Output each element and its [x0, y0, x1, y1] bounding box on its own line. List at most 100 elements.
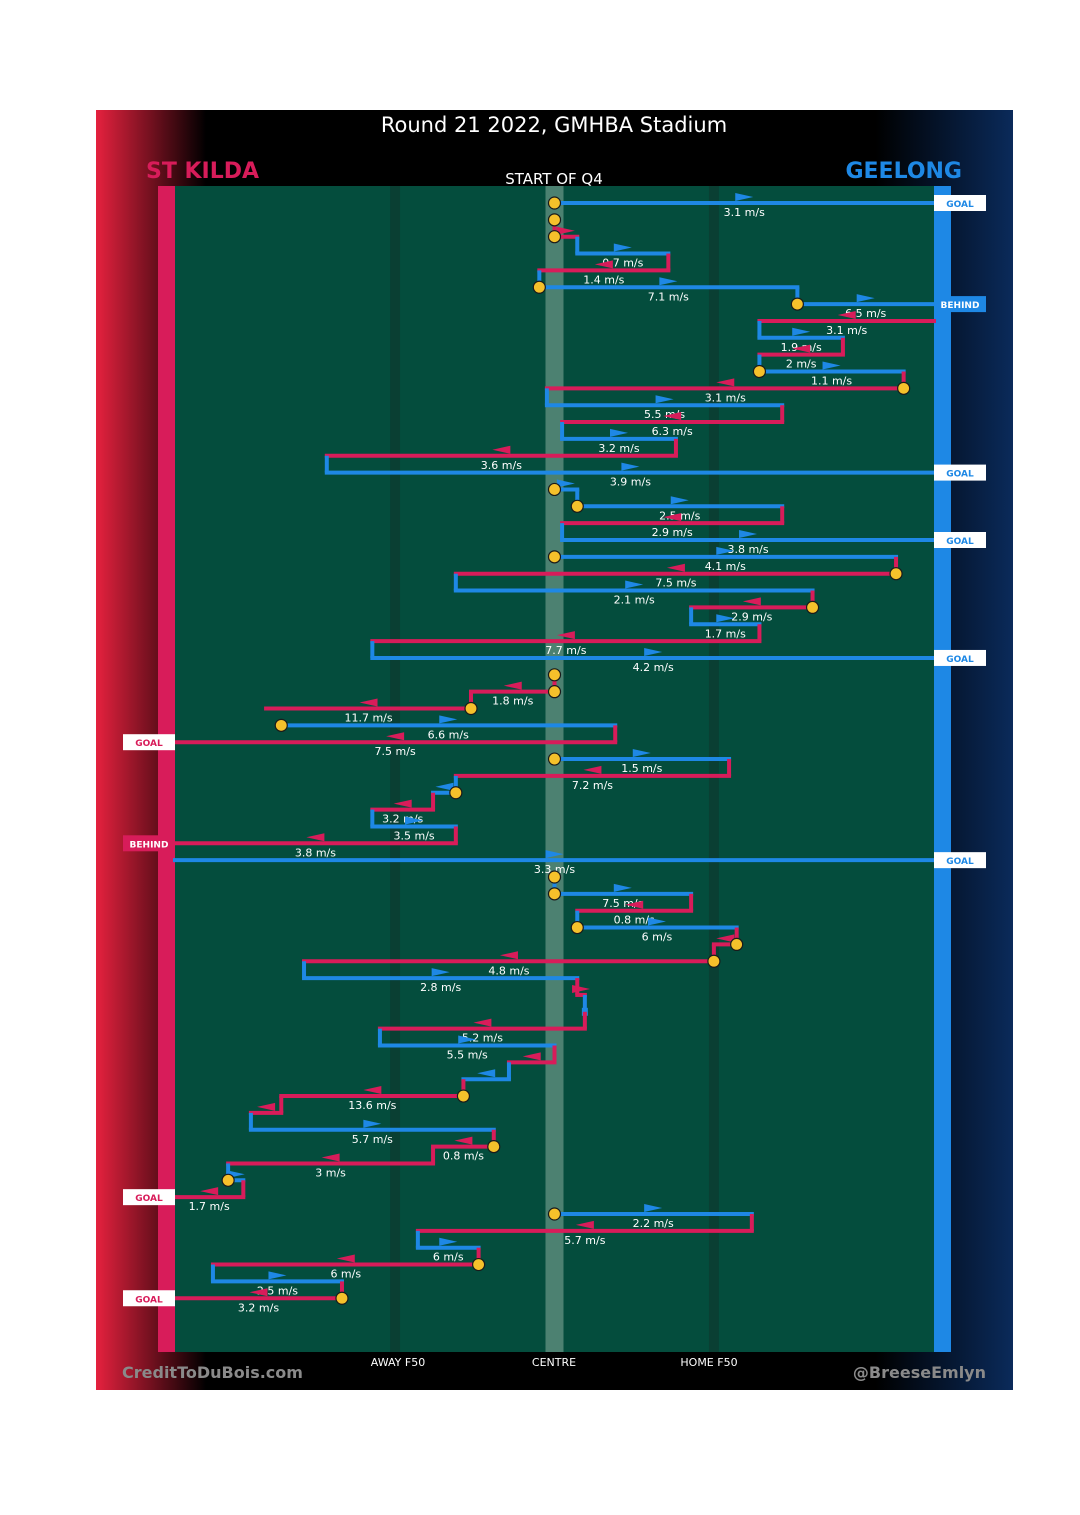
ball-up-marker — [730, 937, 744, 952]
ball-up-marker — [487, 1139, 501, 1154]
chain-arrow — [655, 395, 674, 404]
chain-arrow — [610, 428, 629, 437]
speed-label: 1.8 m/s — [492, 695, 533, 708]
chain-arrow — [405, 816, 424, 825]
speed-label: 4.8 m/s — [488, 964, 529, 977]
result-badge-label: GOAL — [946, 857, 974, 867]
chain-arrow — [594, 260, 613, 269]
geelong-goal-line — [934, 186, 951, 1352]
result-badge — [934, 195, 986, 211]
speed-label: 3.1 m/s — [705, 391, 746, 404]
chain-arrow — [572, 984, 591, 993]
ball-up-marker — [547, 752, 562, 766]
chain-arrow — [856, 294, 875, 303]
speed-label: 3.2 m/s — [238, 1301, 279, 1314]
chain-arrow — [663, 513, 682, 522]
chain-arrow — [435, 782, 454, 791]
chain-arrow — [644, 1204, 663, 1212]
result-badge-label: GOAL — [135, 739, 163, 749]
chain-arrow — [792, 327, 811, 336]
speed-label: 3.8 m/s — [727, 543, 768, 556]
ball-up-marker — [456, 1089, 471, 1103]
result-badge — [934, 464, 986, 481]
speed-label: 3.1 m/s — [724, 206, 765, 219]
speed-label: 2.2 m/s — [633, 1217, 674, 1230]
speed-label: 1.4 m/s — [583, 273, 624, 286]
chain-arrow — [363, 1086, 382, 1095]
chain-arrow — [647, 917, 666, 926]
chain-arrow — [632, 749, 651, 758]
chain-arrow — [439, 1237, 458, 1246]
chain-arrow — [742, 597, 761, 606]
axis-label-centre: CENTRE — [532, 1356, 576, 1369]
speed-label: 11.7 m/s — [344, 712, 392, 725]
speed-label: 2 m/s — [786, 358, 817, 371]
chain-arrow — [386, 732, 405, 741]
field-band-home-f50 — [708, 186, 719, 1352]
home-team-label: ST KILDA — [146, 159, 259, 184]
credit-right: @BreeseEmlyn — [853, 1363, 986, 1382]
chain-arrow — [613, 243, 632, 252]
chain-arrow — [249, 1288, 268, 1297]
chain-arrow — [492, 445, 511, 454]
ball-up-marker — [889, 567, 903, 581]
result-badge-label: GOAL — [135, 1194, 163, 1204]
speed-label: 3.5 m/s — [394, 829, 435, 842]
chain-arrow — [499, 951, 518, 960]
speed-label: 7.1 m/s — [648, 290, 689, 303]
speed-label: 3.2 m/s — [598, 442, 639, 455]
chain-arrow — [666, 563, 685, 572]
chain-arrow — [792, 344, 811, 353]
result-badge-label: GOAL — [946, 470, 974, 480]
chain-arrow — [458, 1035, 477, 1044]
speed-label: 5.7 m/s — [564, 1234, 605, 1247]
ball-up-marker — [570, 499, 584, 513]
chain-arrow — [716, 378, 735, 387]
ball-up-marker — [221, 1173, 235, 1187]
result-badge — [123, 1290, 175, 1307]
chain-arrow — [359, 698, 378, 707]
speed-label: 3.8 m/s — [295, 846, 336, 859]
ball-up-marker — [547, 196, 562, 210]
chain-arrow — [200, 1187, 219, 1196]
result-badge — [934, 532, 986, 548]
field-band-centre — [545, 186, 564, 1352]
result-badge-label: GOAL — [946, 655, 974, 665]
chain-arrow — [837, 310, 856, 319]
chain-arrow — [613, 883, 632, 892]
chain-arrow — [625, 900, 644, 909]
chain-arrow — [545, 850, 564, 859]
speed-label: 5.5 m/s — [447, 1049, 488, 1062]
chain-arrow — [716, 934, 735, 943]
axis-label-away-f50: AWAY F50 — [371, 1356, 425, 1369]
chain-arrow — [735, 193, 754, 201]
speed-label: 3.3 m/s — [534, 863, 575, 876]
ball-up-marker — [335, 1291, 349, 1305]
speed-label: 4.1 m/s — [705, 560, 746, 573]
chain-arrow — [575, 1220, 594, 1229]
result-badge — [934, 852, 986, 869]
chain-arrow — [644, 647, 663, 656]
result-badge — [123, 1189, 175, 1206]
speed-label: 2.1 m/s — [614, 594, 655, 607]
result-badge-label: BEHIND — [130, 840, 169, 850]
speed-label: 7.7 m/s — [545, 644, 586, 657]
chain-arrow — [556, 226, 575, 235]
chain-arrow — [363, 1119, 382, 1128]
ball-up-marker — [532, 280, 546, 294]
speed-label: 6 m/s — [433, 1251, 464, 1264]
result-badge — [123, 734, 175, 751]
chain-arrow — [739, 530, 758, 538]
speed-label: 3.6 m/s — [481, 459, 522, 472]
ball-up-marker — [547, 870, 562, 884]
chain-arrow — [556, 479, 575, 488]
chain-arrow — [431, 968, 450, 977]
chain-arrow — [716, 546, 735, 555]
ball-up-marker — [547, 213, 562, 227]
chain-arrow — [257, 1102, 276, 1111]
speed-label: 3.9 m/s — [610, 476, 651, 489]
result-badge — [123, 835, 175, 852]
speed-label: 1.5 m/s — [621, 762, 662, 775]
ball-up-marker — [752, 364, 767, 379]
